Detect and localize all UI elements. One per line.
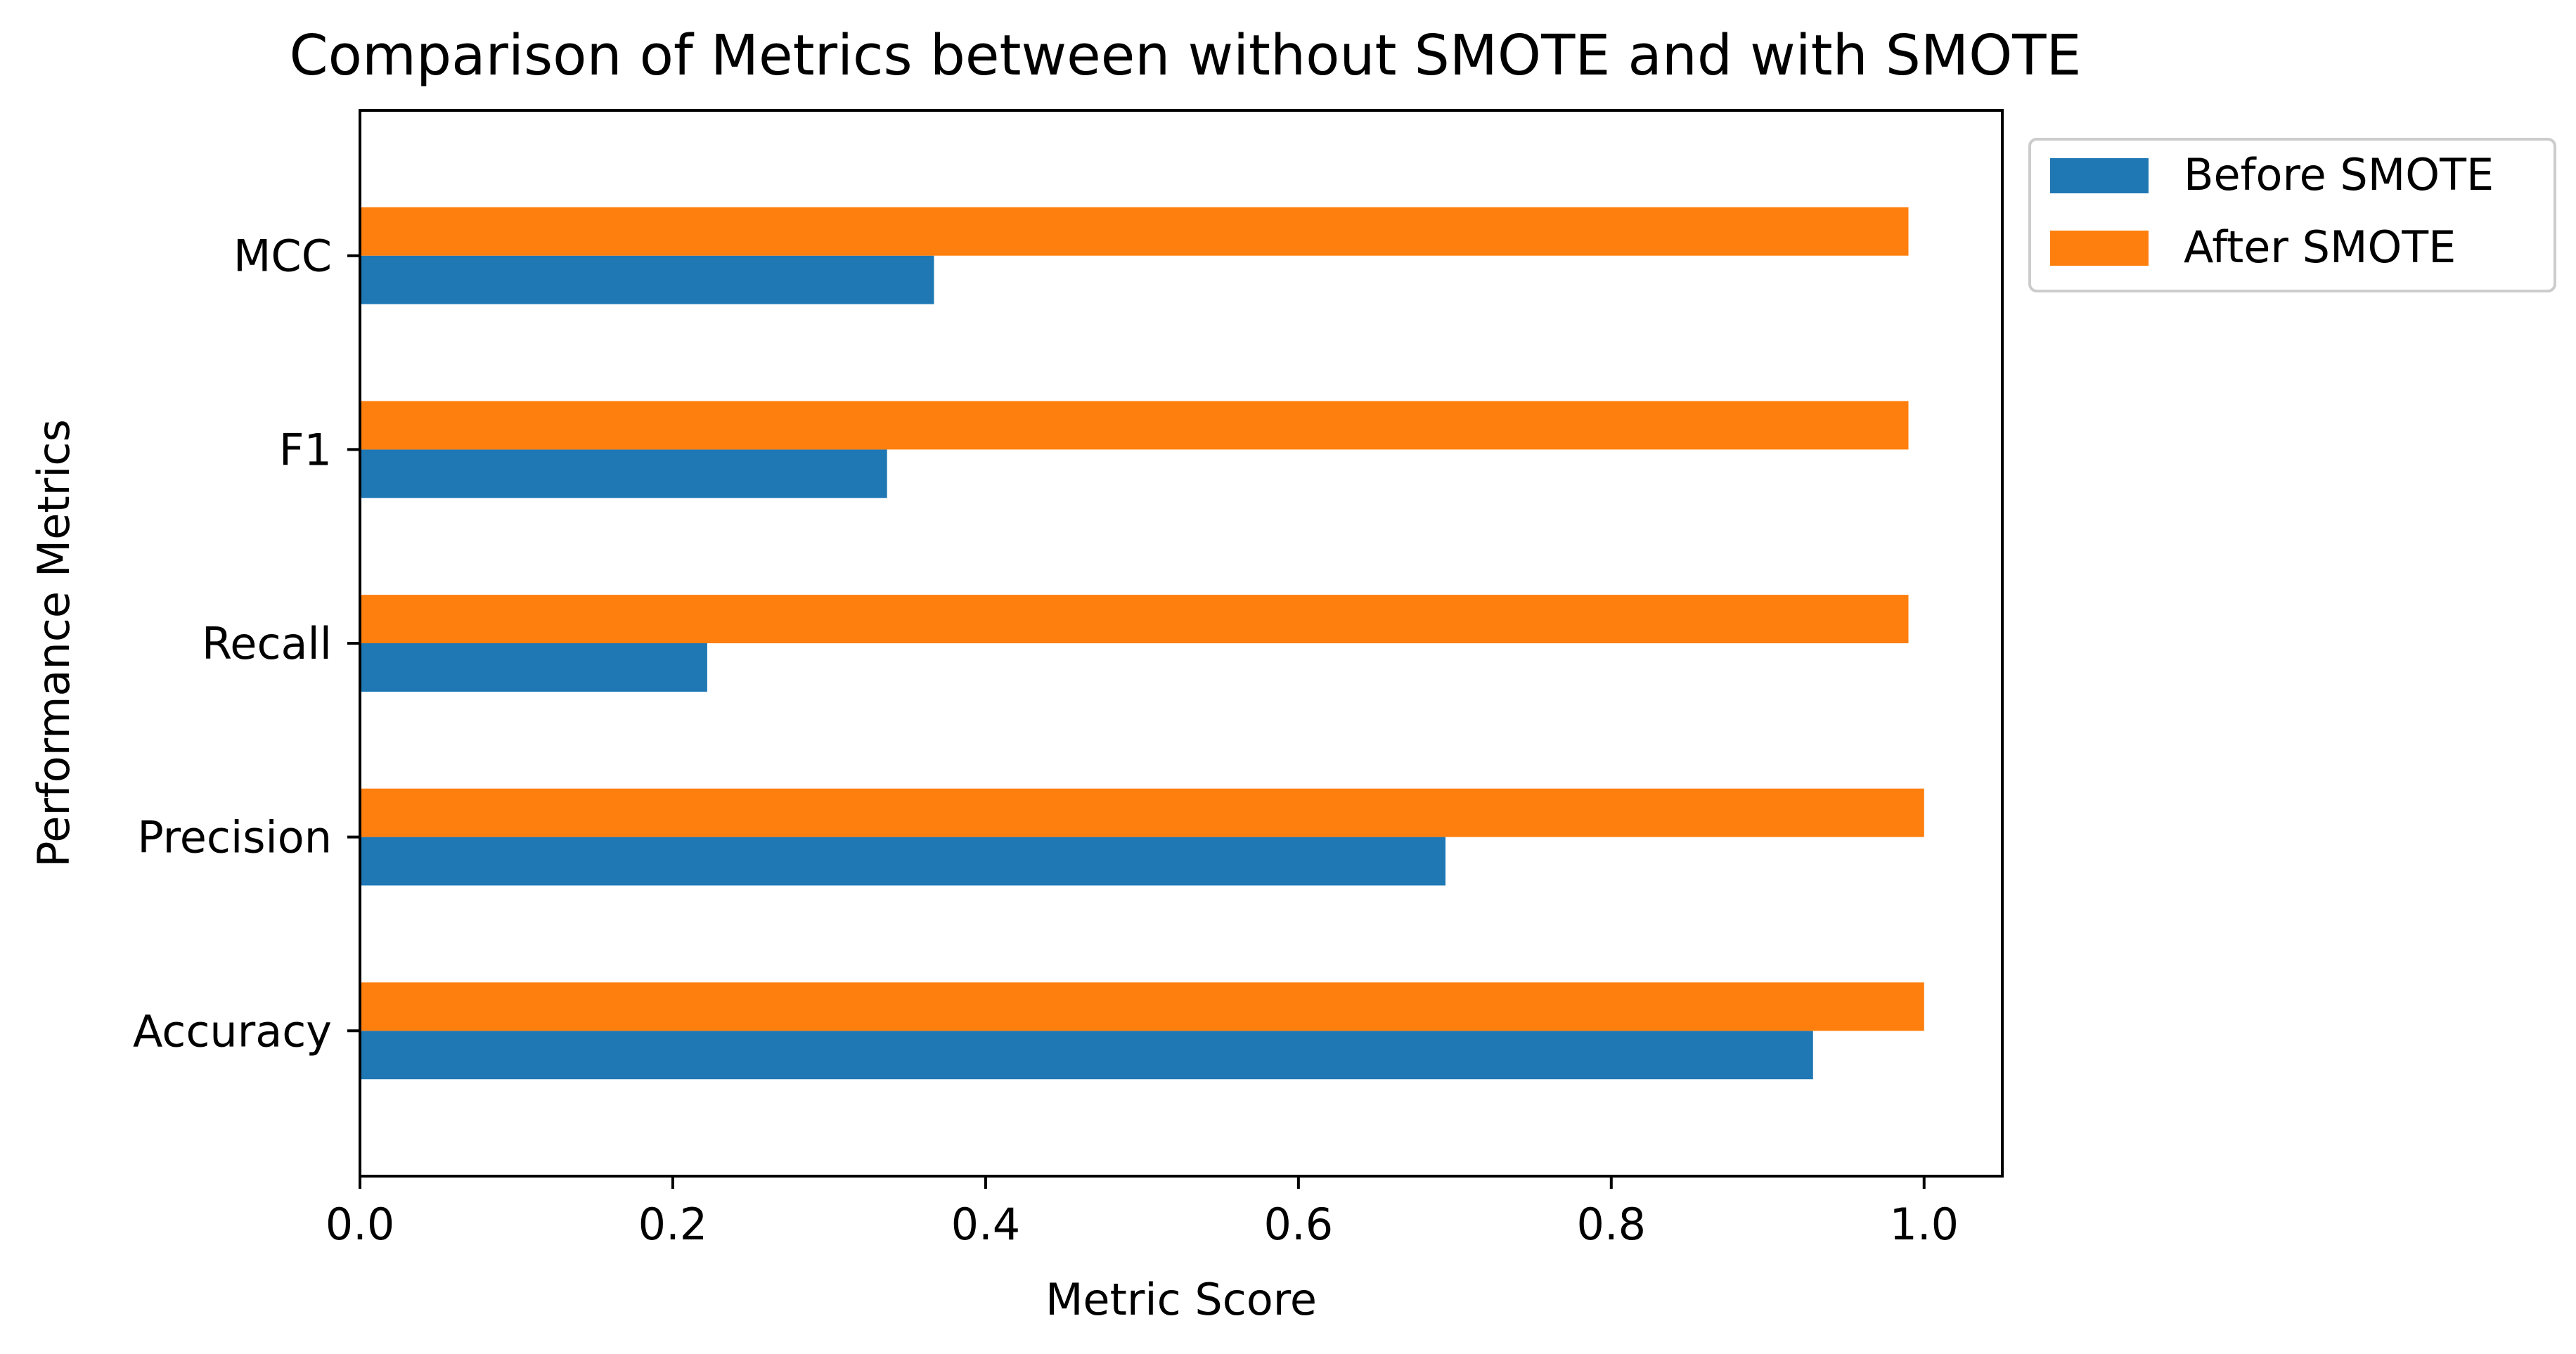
y-tick-label: MCC (233, 231, 332, 282)
legend: Before SMOTE After SMOTE (2028, 138, 2556, 292)
y-tick-label: Recall (202, 618, 332, 669)
y-axis-label: Performance Metrics (28, 419, 79, 868)
chart-title: Comparison of Metrics between without SM… (290, 23, 2082, 88)
bar-before-f1 (360, 449, 887, 498)
bars-group (360, 207, 1924, 1080)
x-tick-label: 1.0 (1889, 1199, 1959, 1250)
legend-label-after: After SMOTE (2184, 221, 2456, 273)
y-tick-label: F1 (279, 424, 332, 475)
bar-before-mcc (360, 255, 934, 304)
bar-before-accuracy (360, 1031, 1813, 1080)
y-tick-label: Accuracy (133, 1005, 332, 1057)
x-tick-label: 0.2 (638, 1199, 708, 1250)
legend-swatch-before (2050, 158, 2149, 193)
legend-box (2028, 138, 2556, 292)
bar-before-recall (360, 643, 707, 692)
bar-before-precision (360, 837, 1445, 886)
y-tick-label: Precision (137, 812, 332, 863)
bar-after-f1 (360, 401, 1909, 450)
x-tick-label: 0.8 (1577, 1199, 1647, 1250)
bar-after-mcc (360, 207, 1909, 256)
legend-label-before: Before SMOTE (2184, 149, 2494, 200)
bar-after-precision (360, 788, 1924, 837)
legend-swatch-after (2050, 231, 2149, 266)
bar-after-recall (360, 595, 1909, 643)
x-tick-label: 0.0 (326, 1199, 395, 1250)
bar-after-accuracy (360, 982, 1924, 1031)
x-axis: 0.0 0.2 0.4 0.6 0.8 1.0 (326, 1176, 1959, 1250)
y-axis: Accuracy Precision Recall F1 MCC (133, 231, 360, 1057)
x-tick-label: 0.6 (1264, 1199, 1334, 1250)
x-tick-label: 0.4 (951, 1199, 1021, 1250)
x-axis-label: Metric Score (1045, 1274, 1317, 1325)
